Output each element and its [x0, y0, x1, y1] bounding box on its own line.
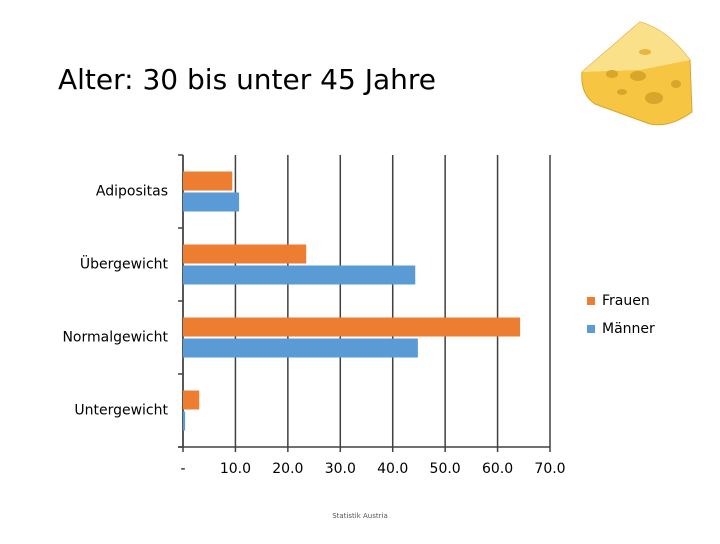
x-tick-label: 60.0	[482, 461, 513, 477]
legend-label: Männer	[602, 321, 655, 337]
bar	[183, 244, 307, 264]
y-tick-label: Normalgewicht	[62, 330, 168, 346]
x-tick-label: 20.0	[272, 461, 303, 477]
x-tick-label: 70.0	[534, 461, 565, 477]
bar	[183, 411, 186, 431]
y-tick-label: Übergewicht	[80, 255, 169, 273]
legend-label: Frauen	[602, 293, 650, 309]
x-tick-label: 50.0	[430, 461, 461, 477]
bar	[183, 265, 416, 285]
bar	[183, 317, 521, 337]
chart-title: Alter: 30 bis unter 45 Jahre	[58, 63, 436, 96]
x-tick-label: 40.0	[377, 461, 408, 477]
cheese-icon	[581, 21, 693, 126]
x-tick-label: -	[180, 461, 185, 477]
bar	[183, 171, 233, 191]
y-tick-label: Adipositas	[96, 184, 168, 200]
bar	[183, 192, 240, 212]
bar	[183, 390, 200, 410]
x-tick-label: 30.0	[325, 461, 356, 477]
y-tick-label: Untergewicht	[74, 403, 168, 419]
legend-swatch	[587, 325, 595, 333]
legend-swatch	[587, 297, 595, 305]
source-note: Statistik Austria	[332, 512, 388, 520]
bar	[183, 338, 418, 358]
x-tick-label: 10.0	[220, 461, 251, 477]
